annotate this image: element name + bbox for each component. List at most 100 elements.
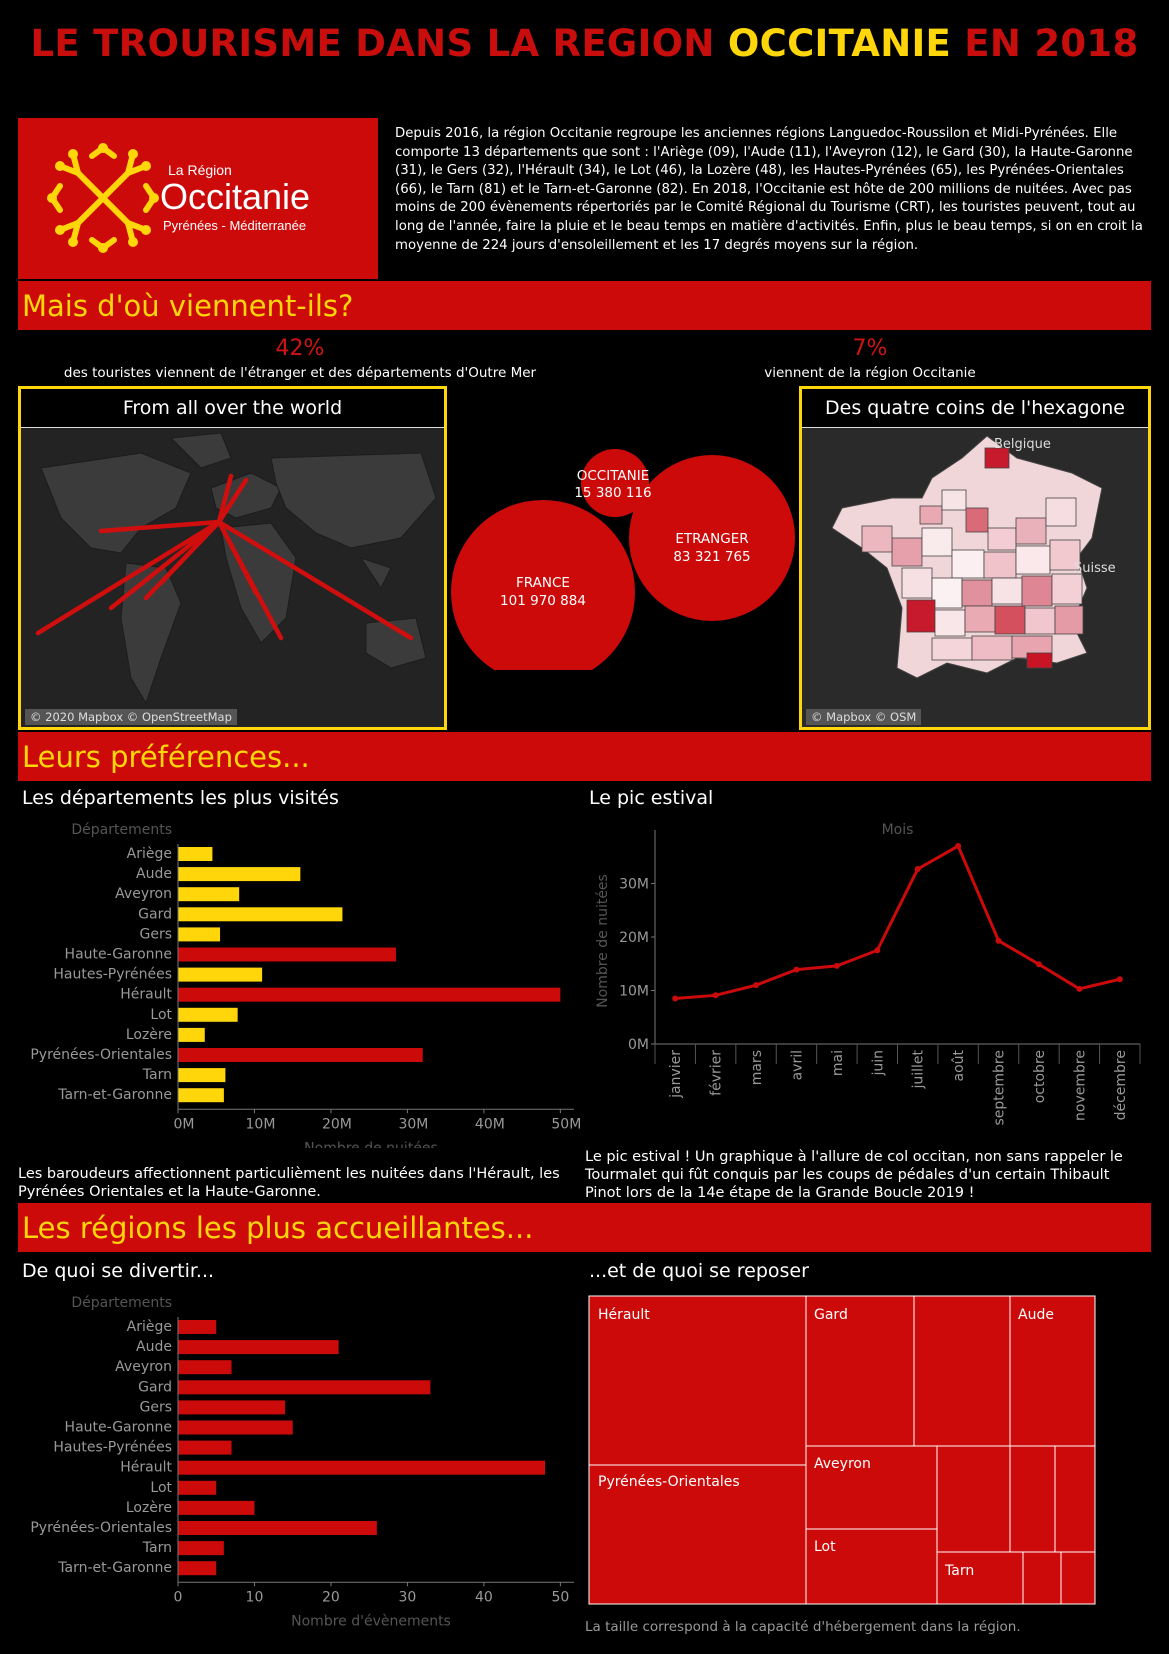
x-tick-label: 20 — [322, 1589, 340, 1605]
category-label: Gers — [139, 1399, 172, 1415]
category-label: Aude — [136, 1339, 172, 1355]
origin-bubble-chart: OCCITANIE 15 380 116 FRANCE 101 970 884 … — [451, 449, 795, 670]
bar — [178, 1500, 255, 1515]
category-label: Haute-Garonne — [65, 947, 172, 963]
intro-text: Depuis 2016, la région Occitanie regroup… — [395, 126, 1143, 253]
treemap-label-lot: Lot — [814, 1539, 836, 1555]
category-label: Hautes-Pyrénées — [53, 967, 172, 983]
section-preferences-title: Leurs préférences... — [22, 740, 310, 774]
bar — [178, 847, 213, 861]
occitanie-logo: La Région Occitanie Pyrénées - Méditerra… — [18, 118, 378, 279]
category-label: Lozère — [126, 1500, 172, 1516]
data-point — [995, 937, 1002, 944]
x-tick-label: février — [709, 1050, 725, 1096]
treemap-cell-tarn — [936, 1551, 1024, 1605]
treemap-label-herault: Hérault — [598, 1307, 650, 1323]
treemap-label-pyrenees-orientales: Pyrénées-Orientales — [598, 1474, 740, 1490]
data-point — [1076, 985, 1083, 992]
bubble-france-value: 101 970 884 — [500, 593, 586, 609]
data-point — [955, 843, 962, 850]
x-tick-label: décembre — [1113, 1050, 1129, 1120]
chart-monthly-caption: Le pic estival ! Un graphique à l'allure… — [585, 1149, 1123, 1201]
x-axis-title: Mois — [882, 822, 914, 838]
x-tick-label: 20M — [322, 1116, 352, 1132]
bar — [178, 1440, 232, 1455]
category-label: Lot — [150, 1480, 172, 1496]
x-tick-label: janvier — [668, 1050, 684, 1099]
y-tick-label: 20M — [619, 930, 649, 946]
category-label: Tarn — [142, 1540, 172, 1556]
series-line — [675, 843, 1121, 1001]
chart-monthly-title: Le pic estival — [589, 787, 714, 809]
bar — [178, 1541, 224, 1556]
x-tick-label: 30 — [398, 1589, 416, 1605]
data-point — [712, 992, 719, 999]
data-point — [672, 995, 679, 1002]
treemap-cell-10 — [936, 1445, 1011, 1553]
x-tick-label: octobre — [1032, 1050, 1048, 1103]
treemap-label-tarn: Tarn — [944, 1563, 974, 1579]
france-map-attribution: © Mapbox © OSM — [806, 709, 922, 725]
world-map-title: From all over the world — [21, 389, 444, 428]
x-axis-title: Nombre d'évènements — [291, 1613, 451, 1629]
section-regions-title: Les régions les plus accueillantes... — [22, 1211, 534, 1245]
world-map-canvas — [21, 428, 444, 727]
category-label: Ariège — [127, 1319, 172, 1335]
bar — [178, 987, 561, 1002]
treemap-cell-gard — [805, 1295, 915, 1447]
y-tick-label: 10M — [619, 983, 649, 999]
x-tick-label: 10 — [246, 1589, 264, 1605]
data-point — [874, 947, 881, 954]
y-tick-label: 0M — [628, 1037, 649, 1053]
data-point — [914, 866, 921, 873]
chart-events-title: De quoi se divertir... — [22, 1260, 215, 1282]
map-label-belgique: Belgique — [994, 437, 1051, 452]
chart-lodging-caption: La taille correspond à la capacité d'héb… — [585, 1619, 1021, 1635]
world-map-attribution: © 2020 Mapbox © OpenStreetMap — [25, 709, 237, 725]
treemap-cell-14 — [1060, 1551, 1096, 1605]
section-regions-band: Les régions les plus accueillantes... — [18, 1203, 1151, 1252]
world-map[interactable]: From all over the world © 2020 Mapb — [18, 386, 447, 730]
x-tick-label: 0M — [174, 1116, 195, 1132]
x-tick-label: 40M — [475, 1116, 505, 1132]
treemap-cell-pyrenees-orientales — [588, 1464, 807, 1605]
treemap-cell-12 — [1054, 1445, 1096, 1553]
category-label: Tarn-et-Garonne — [57, 1560, 172, 1576]
category-label: Aveyron — [115, 886, 172, 902]
x-tick-label: 10M — [246, 1116, 276, 1132]
category-label: Pyrénées-Orientales — [30, 1047, 172, 1063]
page-title: LE TROURISME DANS LA REGION OCCITANIE EN… — [30, 22, 1139, 65]
bar — [178, 1521, 377, 1535]
chart-visits-title: Les départements les plus visités — [22, 787, 339, 809]
bar — [178, 947, 396, 962]
category-label: Gard — [138, 906, 172, 922]
category-header: Départements — [71, 1295, 172, 1311]
section-preferences-band: Leurs préférences... — [18, 732, 1151, 781]
bar — [178, 1380, 431, 1395]
bar — [178, 1400, 286, 1415]
bar — [178, 1048, 423, 1062]
chart-lodging-title: ...et de quoi se reposer — [589, 1260, 809, 1282]
category-label: Tarn — [142, 1067, 172, 1083]
bar — [178, 967, 263, 982]
chart-lodging-treemap: Hérault Gard Aude Pyrénées-Orientales Av… — [588, 1295, 1096, 1605]
y-axis-title: Nombre de nuitées — [595, 874, 611, 1008]
category-label: Hérault — [120, 1460, 172, 1476]
category-label: Ariège — [127, 846, 172, 862]
y-tick-label: 30M — [619, 876, 649, 892]
x-tick-label: 40 — [475, 1589, 493, 1605]
data-point — [833, 962, 840, 969]
category-label: Aude — [136, 866, 172, 882]
france-map[interactable]: Des quatre coins de l'hexagone — [799, 386, 1151, 730]
bubble-etranger — [629, 455, 795, 621]
category-label: Lozère — [126, 1027, 172, 1043]
x-tick-label: 50M — [551, 1116, 581, 1132]
logo-line1: La Région — [168, 162, 232, 178]
category-label: Hérault — [120, 987, 172, 1003]
logo-line2: Occitanie — [160, 176, 311, 217]
section-origin-band: Mais d'où viennent-ils? — [18, 281, 1151, 330]
chart-events: Départements Ariège Aude Aveyron Gard Gers Hau… — [30, 1295, 574, 1629]
bubble-occitanie-value: 15 380 116 — [574, 485, 651, 501]
bar — [178, 1007, 238, 1022]
bar — [178, 1068, 226, 1083]
